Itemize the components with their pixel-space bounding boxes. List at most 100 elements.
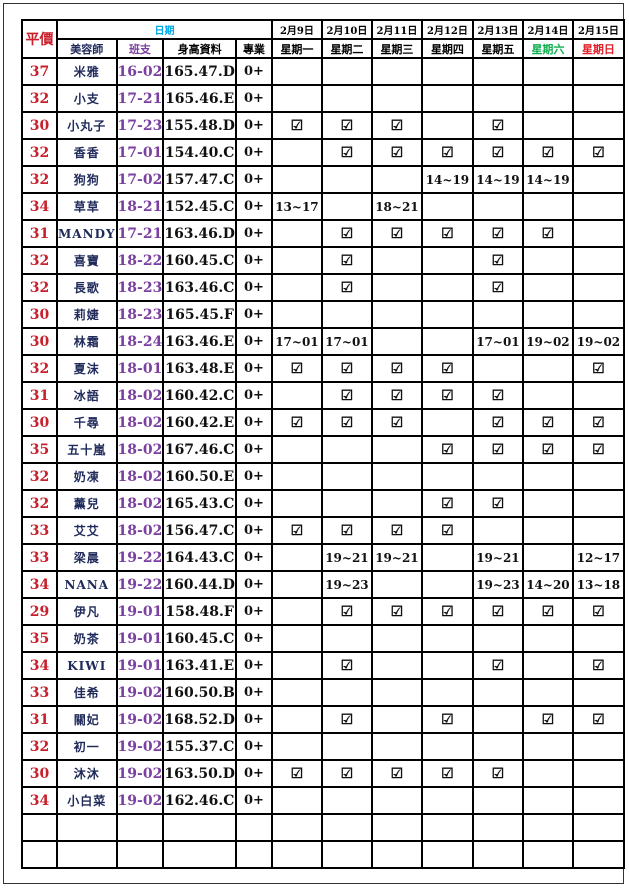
shift-cell: 18-02 bbox=[115, 435, 165, 464]
checkbox-checked-icon: ☑ bbox=[521, 219, 574, 248]
checkbox-checked-icon: ☑ bbox=[370, 138, 423, 167]
checkbox-checked-icon: ☑ bbox=[471, 246, 524, 275]
schedule-cell bbox=[571, 786, 625, 815]
shift-cell: 18-23 bbox=[115, 273, 165, 302]
stylist-name-cell: 香香 bbox=[56, 138, 118, 167]
schedule-cell bbox=[420, 57, 474, 86]
schedule-cell: 17~01 bbox=[270, 327, 323, 356]
schedule-cell bbox=[521, 678, 574, 707]
stylist-name-cell: 草草 bbox=[56, 192, 118, 221]
schedule-cell bbox=[270, 651, 323, 680]
schedule-cell bbox=[521, 651, 574, 680]
checkbox-checked-icon: ☑ bbox=[471, 489, 524, 518]
table-row: 35 五十嵐 18-02 167.46.C 0+ ☑ ☑ ☑ ☑ bbox=[21, 435, 625, 464]
schedule-cell bbox=[270, 219, 323, 248]
checkbox-checked-icon: ☑ bbox=[521, 435, 574, 464]
height-data-cell: 157.47.C bbox=[162, 165, 237, 194]
schedule-cell: 18~21 bbox=[370, 192, 423, 221]
stylist-name-cell: 小白菜 bbox=[56, 786, 118, 815]
schedule-cell bbox=[471, 732, 524, 761]
shift-cell: 19-01 bbox=[115, 651, 165, 680]
stylist-name-cell: NANA bbox=[56, 570, 118, 599]
empty-cell bbox=[320, 813, 373, 842]
schedule-cell bbox=[270, 246, 323, 275]
schedule-cell: 17~01 bbox=[320, 327, 373, 356]
schedule-cell: 19~21 bbox=[320, 543, 373, 572]
schedule-cell bbox=[370, 678, 423, 707]
schedule-cell bbox=[471, 84, 524, 113]
shift-cell: 19-22 bbox=[115, 570, 165, 599]
shift-cell: 19-22 bbox=[115, 543, 165, 572]
header-stylist: 美容師 bbox=[56, 38, 118, 59]
stylist-name-cell: 小支 bbox=[56, 84, 118, 113]
empty-cell bbox=[370, 813, 423, 842]
schedule-cell bbox=[270, 435, 323, 464]
height-data-cell: 156.47.C bbox=[162, 516, 237, 545]
schedule-cell bbox=[471, 462, 524, 491]
schedule-cell bbox=[370, 786, 423, 815]
shift-cell: 19-02 bbox=[115, 759, 165, 788]
header-date: 2月14日 bbox=[521, 19, 574, 40]
schedule-cell bbox=[521, 111, 574, 140]
schedule-cell: 14~20 bbox=[521, 570, 574, 599]
header-row-dates: 平價 日期 2月9日 2月10日 2月11日 2月12日 2月13日 2月14日… bbox=[21, 19, 625, 59]
empty-cell bbox=[115, 813, 165, 842]
header-date: 2月15日 bbox=[571, 19, 625, 40]
header-row-columns: 美容師 班支 身高資料 專業 星期一 星期二 星期三 星期四 星期五 星期六 星… bbox=[22, 38, 625, 59]
empty-cell bbox=[21, 813, 58, 842]
schedule-cell bbox=[370, 570, 423, 599]
schedule-table: 平價 日期 2月9日 2月10日 2月11日 2月12日 2月13日 2月14日… bbox=[21, 19, 625, 869]
shift-cell: 19-02 bbox=[115, 705, 165, 734]
table-row: 33 艾艾 18-02 156.47.C 0+ ☑ ☑ ☑ ☑ bbox=[21, 516, 625, 545]
schedule-cell bbox=[571, 381, 625, 410]
checkbox-checked-icon: ☑ bbox=[370, 759, 423, 788]
checkbox-checked-icon: ☑ bbox=[471, 759, 524, 788]
price-cell: 31 bbox=[21, 219, 58, 248]
schedule-cell bbox=[471, 786, 524, 815]
table-row: 30 林霜 18-24 163.46.E 0+ 17~01 17~01 17~01 19~02 1… bbox=[21, 327, 625, 356]
checkbox-checked-icon: ☑ bbox=[571, 138, 625, 167]
table-row: 29 伊凡 19-01 158.48.F 0+ ☑ ☑ ☑ ☑ ☑ ☑ bbox=[21, 597, 625, 626]
price-cell: 30 bbox=[21, 327, 58, 356]
schedule-cell bbox=[420, 543, 474, 572]
checkbox-checked-icon: ☑ bbox=[320, 111, 373, 140]
height-data-cell: 168.52.D bbox=[162, 705, 237, 734]
schedule-cell bbox=[571, 84, 625, 113]
empty-cell bbox=[420, 813, 474, 842]
schedule-cell bbox=[270, 84, 323, 113]
schedule-cell bbox=[420, 192, 474, 221]
stylist-name-cell: MANDY bbox=[56, 219, 118, 248]
price-cell: 32 bbox=[21, 246, 58, 275]
shift-cell: 17-21 bbox=[115, 219, 165, 248]
table-row: 32 夏沫 18-01 163.48.E 0+ ☑ ☑ ☑ ☑ ☑ bbox=[21, 354, 625, 383]
price-cell: 34 bbox=[21, 651, 58, 680]
checkbox-checked-icon: ☑ bbox=[471, 138, 524, 167]
empty-cell bbox=[320, 840, 373, 869]
schedule-cell bbox=[521, 354, 574, 383]
checkbox-checked-icon: ☑ bbox=[320, 408, 373, 437]
height-data-cell: 167.46.C bbox=[162, 435, 237, 464]
schedule-cell bbox=[370, 300, 423, 329]
checkbox-checked-icon: ☑ bbox=[471, 597, 524, 626]
professional-cell: 0+ bbox=[234, 435, 273, 464]
table-row: 32 奶凍 18-02 160.50.E 0+ bbox=[21, 462, 625, 491]
height-data-cell: 165.47.D bbox=[162, 57, 237, 86]
empty-cell bbox=[56, 813, 118, 842]
schedule-cell bbox=[370, 624, 423, 653]
schedule-cell bbox=[320, 57, 373, 86]
price-cell: 33 bbox=[21, 516, 58, 545]
height-data-cell: 158.48.F bbox=[162, 597, 237, 626]
professional-cell: 0+ bbox=[234, 165, 273, 194]
schedule-cell bbox=[521, 543, 574, 572]
checkbox-checked-icon: ☑ bbox=[420, 516, 474, 545]
schedule-cell: 17~01 bbox=[471, 327, 524, 356]
schedule-cell bbox=[571, 111, 625, 140]
stylist-name-cell: 米雅 bbox=[56, 57, 118, 86]
schedule-cell bbox=[370, 462, 423, 491]
schedule-cell bbox=[370, 165, 423, 194]
schedule-cell bbox=[420, 408, 474, 437]
schedule-cell bbox=[270, 381, 323, 410]
checkbox-checked-icon: ☑ bbox=[521, 408, 574, 437]
header-date: 2月13日 bbox=[471, 19, 524, 40]
professional-cell: 0+ bbox=[234, 219, 273, 248]
